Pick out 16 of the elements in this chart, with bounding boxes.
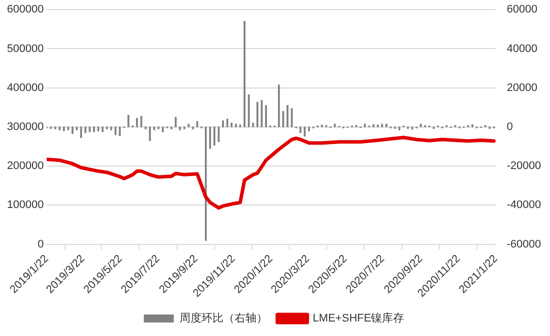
y2-tick-label: -60000 [506,238,542,250]
y2-tick-label: -20000 [506,160,542,172]
y2-tick-label: 60000 [506,4,538,16]
legend-label: LME+SHFE镍库存 [312,312,404,325]
y-tick-label: 200000 [6,160,44,172]
legend-label: 周度环比（右轴） [179,312,268,325]
y2-tick-label: 20000 [506,82,538,94]
y-tick-label: 100000 [6,199,44,212]
y-tick-label: 0 [38,238,44,250]
y-tick-label: 500000 [6,42,44,55]
y2-tick-label: 40000 [506,42,538,55]
y-tick-label: 600000 [6,4,44,16]
y-tick-label: 400000 [6,82,44,94]
y2-tick-label: -40000 [506,199,542,212]
y-tick-label: 300000 [6,120,44,133]
y2-tick-label: 0 [506,120,513,133]
